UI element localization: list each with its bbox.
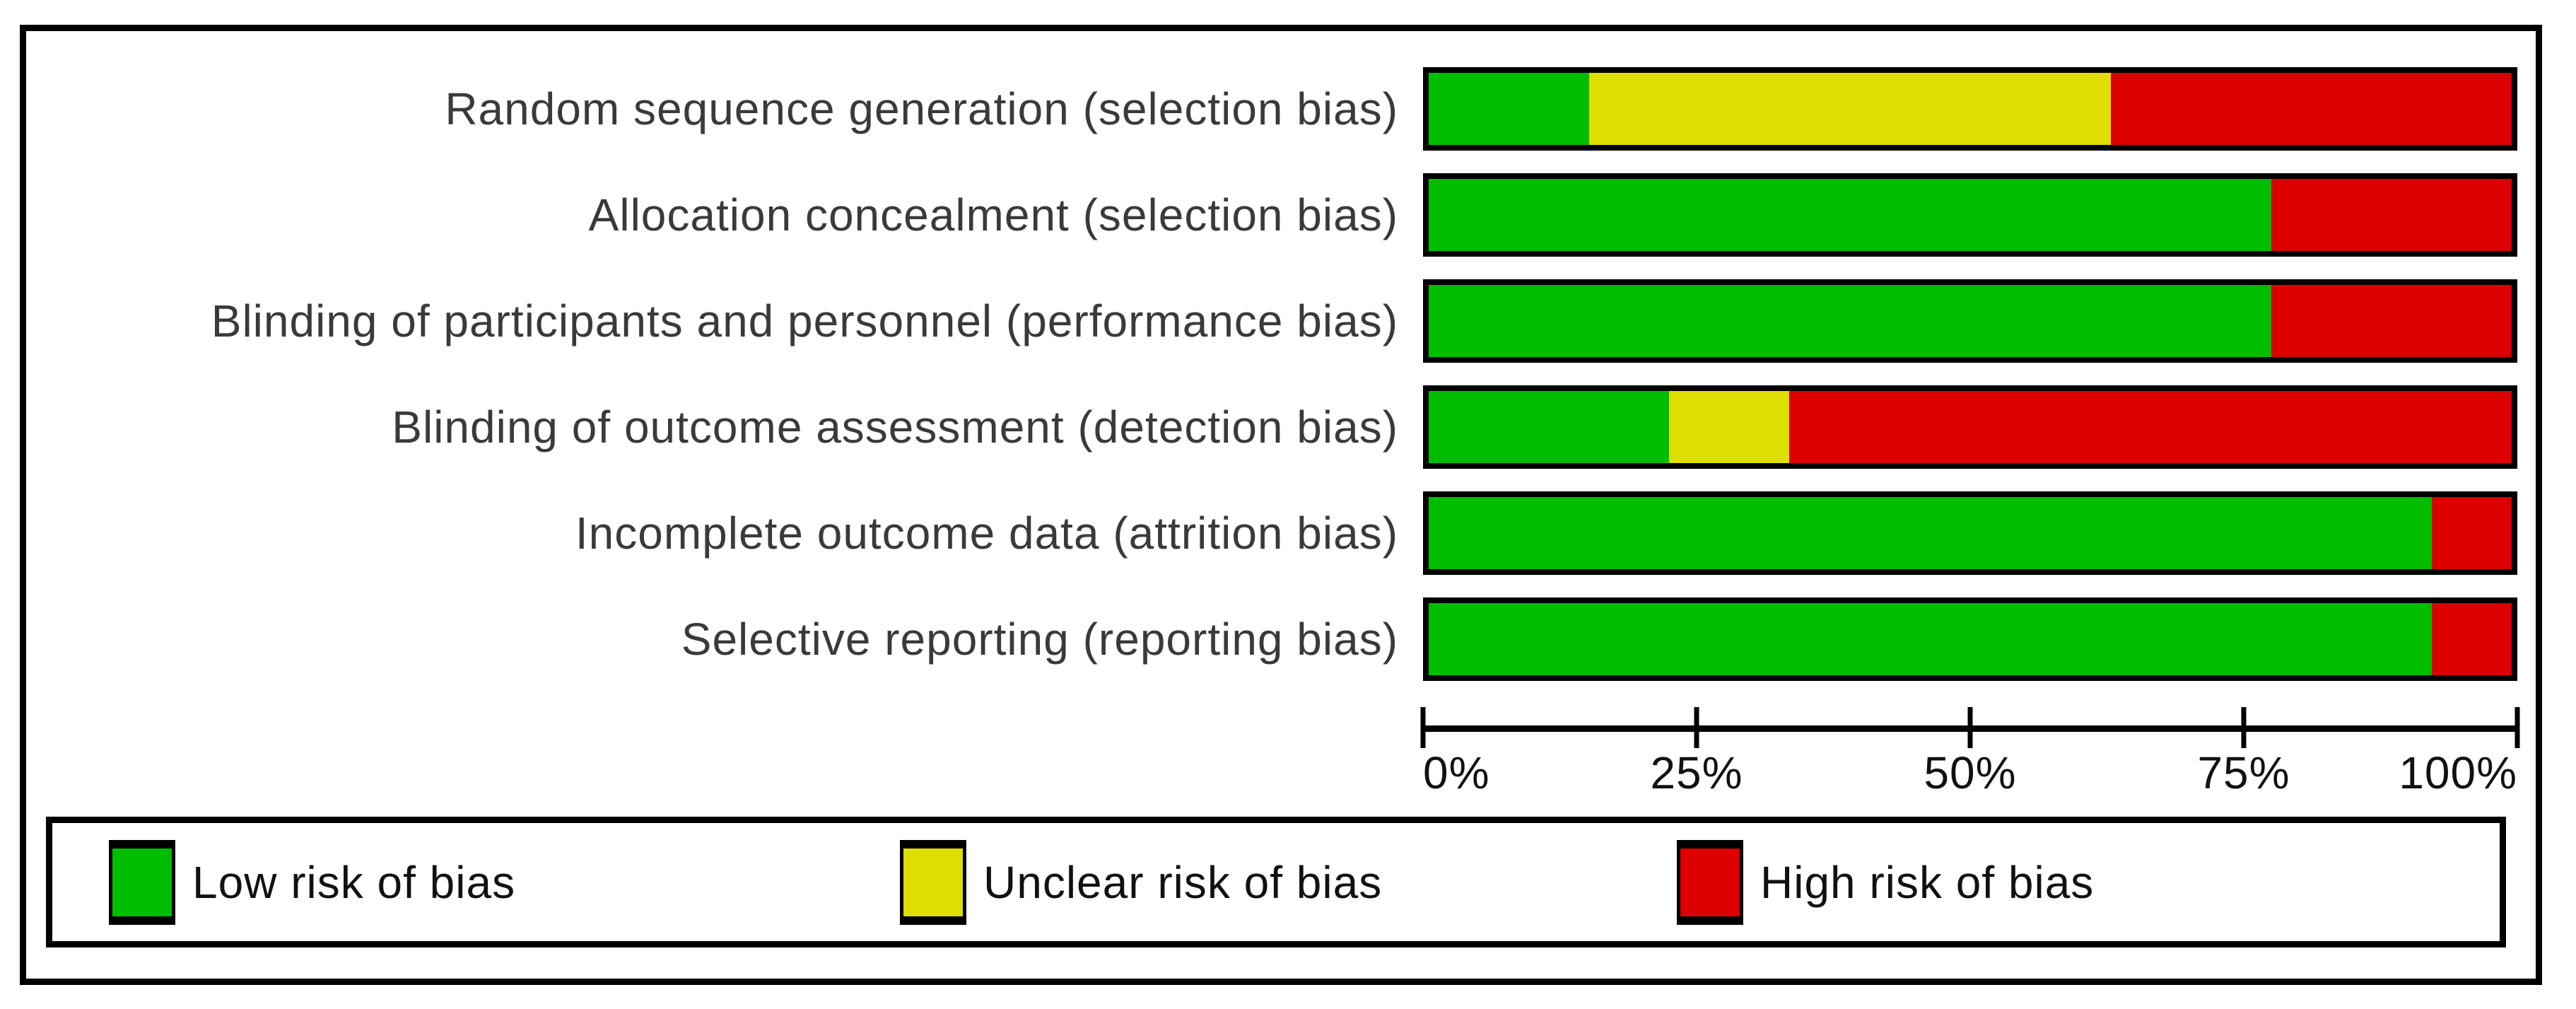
bar-segment-unclear — [1669, 391, 1790, 463]
bar-segment-high — [2271, 285, 2512, 357]
bar-segment-high — [1789, 391, 2512, 463]
stacked-bar — [1423, 67, 2517, 151]
bar-segment-high — [2111, 73, 2512, 145]
legend-swatch-high — [1677, 839, 1743, 925]
x-axis-tick-label: 100% — [2399, 747, 2517, 798]
row-label: Allocation concealment (selection bias) — [588, 189, 1398, 240]
legend-label: Unclear risk of bias — [983, 856, 1383, 908]
bar-segment-low — [1429, 285, 2271, 357]
x-axis-tick — [2514, 707, 2520, 748]
bar-segment-low — [1429, 391, 1670, 463]
chart-row: Random sequence generation (selection bi… — [26, 67, 2536, 151]
legend-item-unclear: Unclear risk of bias — [900, 839, 1383, 925]
row-label: Blinding of participants and personnel (… — [211, 296, 1398, 346]
legend-label: High risk of bias — [1760, 856, 2095, 908]
legend: Low risk of bias Unclear risk of bias High… — [46, 817, 2506, 947]
x-axis-tick — [1967, 707, 1973, 748]
x-axis-tick — [1420, 707, 1426, 748]
x-axis-tick-label: 50% — [1924, 747, 2017, 798]
chart-rows: Random sequence generation (selection bi… — [26, 67, 2536, 681]
chart-row: Allocation concealment (selection bias) — [26, 173, 2536, 257]
bar-segment-low — [1429, 603, 2432, 675]
bar-segment-low — [1429, 73, 1589, 145]
legend-label: Low risk of bias — [192, 856, 516, 908]
figure-frame: Random sequence generation (selection bi… — [20, 25, 2542, 985]
stacked-bar — [1423, 173, 2517, 257]
x-axis-tick — [2241, 707, 2247, 748]
stacked-bar — [1423, 491, 2517, 575]
row-label: Blinding of outcome assessment (detectio… — [392, 402, 1398, 453]
bar-segment-high — [2431, 603, 2512, 675]
legend-item-low: Low risk of bias — [109, 839, 516, 925]
legend-swatch-low — [109, 839, 175, 925]
x-axis: 0% 25% 50% 75% 100% — [1420, 31, 2520, 979]
row-label: Incomplete outcome data (attrition bias) — [575, 508, 1398, 559]
x-axis-tick-label: 75% — [2197, 747, 2290, 798]
x-axis-tick-label: 25% — [1650, 747, 1743, 798]
x-axis-tick — [1694, 707, 1699, 748]
chart-row: Incomplete outcome data (attrition bias) — [26, 491, 2536, 575]
bar-segment-low — [1429, 179, 2271, 251]
row-label: Selective reporting (reporting bias) — [681, 614, 1398, 665]
bar-segment-high — [2271, 179, 2512, 251]
legend-item-high: High risk of bias — [1677, 839, 2095, 925]
stacked-bar — [1423, 279, 2517, 363]
bar-segment-unclear — [1588, 73, 2112, 145]
chart-row: Blinding of outcome assessment (detectio… — [26, 385, 2536, 469]
bar-segment-low — [1429, 497, 2432, 569]
row-label: Random sequence generation (selection bi… — [445, 83, 1398, 134]
legend-swatch-unclear — [900, 839, 966, 925]
stacked-bar — [1423, 385, 2517, 469]
bar-segment-high — [2431, 497, 2512, 569]
x-axis-tick-label: 0% — [1423, 747, 1490, 798]
chart-row: Selective reporting (reporting bias) — [26, 597, 2536, 681]
chart-row: Blinding of participants and personnel (… — [26, 279, 2536, 363]
stacked-bar — [1423, 597, 2517, 681]
